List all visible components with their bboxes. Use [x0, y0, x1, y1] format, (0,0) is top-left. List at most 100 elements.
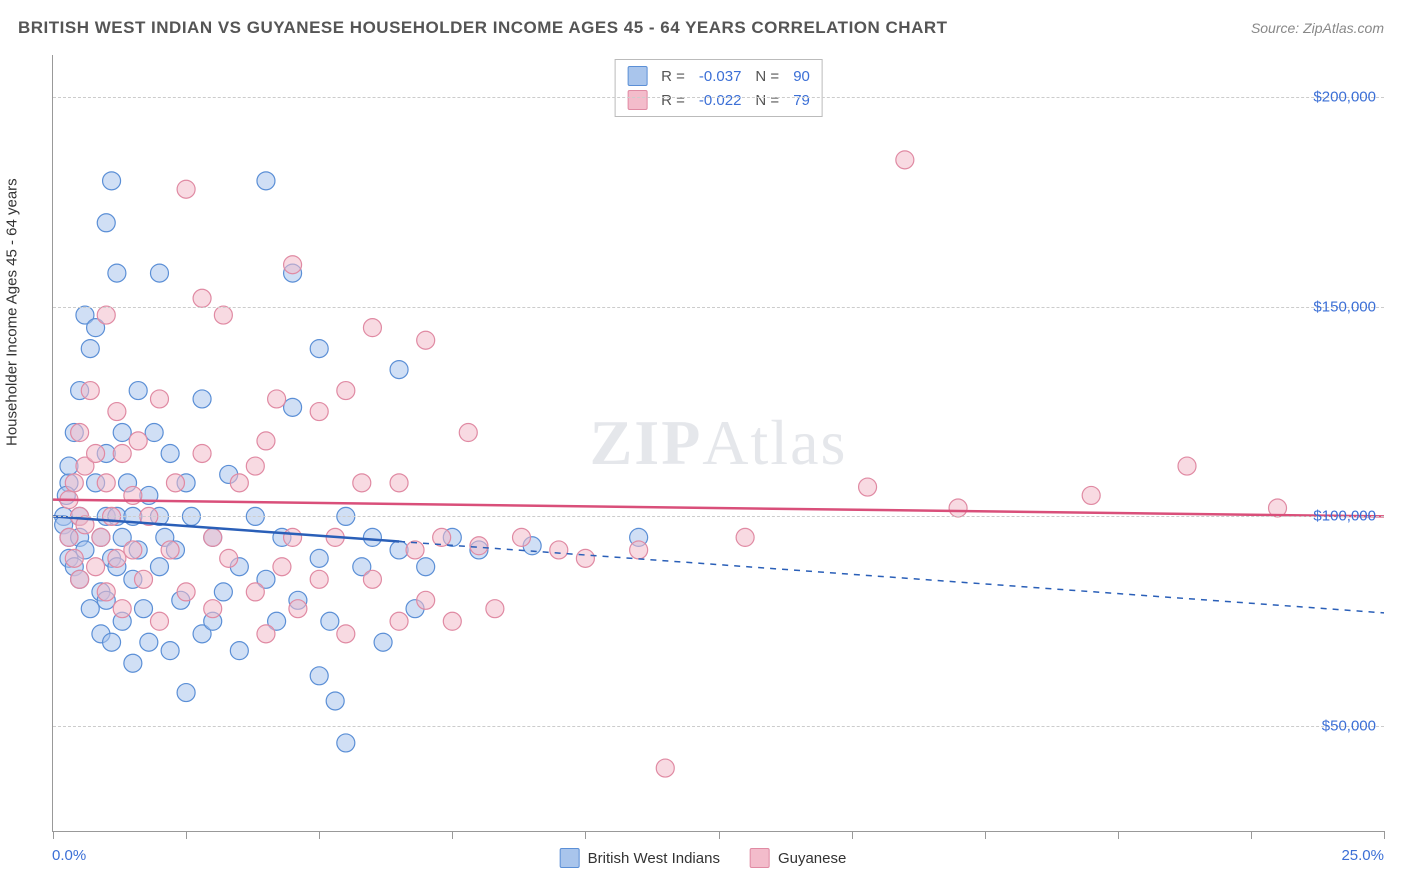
- data-point: [214, 306, 232, 324]
- data-point: [417, 558, 435, 576]
- x-tick: [1251, 831, 1252, 839]
- legend-swatch: [627, 90, 647, 110]
- legend-item: British West Indians: [560, 848, 720, 868]
- y-tick-label: $50,000: [1322, 718, 1376, 735]
- data-point: [97, 583, 115, 601]
- data-point: [257, 432, 275, 450]
- legend-item: Guyanese: [750, 848, 846, 868]
- data-point: [246, 583, 264, 601]
- x-tick: [1118, 831, 1119, 839]
- data-point: [443, 612, 461, 630]
- data-point: [166, 474, 184, 492]
- legend-label: British West Indians: [588, 850, 720, 867]
- data-point: [353, 474, 371, 492]
- data-point: [81, 382, 99, 400]
- data-point: [161, 541, 179, 559]
- data-point: [87, 444, 105, 462]
- data-point: [310, 667, 328, 685]
- data-point: [257, 172, 275, 190]
- data-point: [65, 549, 83, 567]
- data-point: [230, 642, 248, 660]
- correlation-row: R =-0.037N =90: [627, 64, 810, 88]
- data-point: [273, 558, 291, 576]
- data-point: [310, 340, 328, 358]
- data-point: [97, 474, 115, 492]
- data-point: [92, 528, 110, 546]
- data-point: [284, 256, 302, 274]
- y-tick-label: $100,000: [1313, 508, 1376, 525]
- data-point: [177, 684, 195, 702]
- legend-swatch: [560, 848, 580, 868]
- data-point: [177, 180, 195, 198]
- data-point: [406, 541, 424, 559]
- correlation-chart: BRITISH WEST INDIAN VS GUYANESE HOUSEHOL…: [0, 0, 1406, 892]
- legend-swatch: [627, 66, 647, 86]
- legend-swatch: [750, 848, 770, 868]
- data-point: [576, 549, 594, 567]
- chart-title: BRITISH WEST INDIAN VS GUYANESE HOUSEHOL…: [18, 18, 948, 38]
- gridline: [53, 307, 1384, 308]
- data-point: [390, 361, 408, 379]
- data-point: [150, 558, 168, 576]
- data-point: [129, 432, 147, 450]
- data-point: [113, 600, 131, 618]
- gridline: [53, 516, 1384, 517]
- data-point: [284, 528, 302, 546]
- correlation-legend: R =-0.037N =90R =-0.022N =79: [614, 59, 823, 117]
- data-point: [363, 528, 381, 546]
- data-point: [150, 390, 168, 408]
- data-point: [363, 319, 381, 337]
- plot-area: ZIPAtlas R =-0.037N =90R =-0.022N =79 $5…: [52, 55, 1384, 832]
- data-point: [129, 382, 147, 400]
- data-point: [135, 600, 153, 618]
- x-tick: [186, 831, 187, 839]
- data-point: [390, 474, 408, 492]
- data-point: [150, 264, 168, 282]
- legend-label: Guyanese: [778, 850, 846, 867]
- x-axis-min-label: 0.0%: [52, 847, 86, 864]
- data-point: [289, 600, 307, 618]
- data-point: [193, 390, 211, 408]
- data-point: [390, 541, 408, 559]
- data-point: [374, 633, 392, 651]
- data-point: [113, 424, 131, 442]
- source-attribution: Source: ZipAtlas.com: [1251, 20, 1384, 36]
- data-point: [124, 654, 142, 672]
- data-point: [214, 583, 232, 601]
- plot-svg: [53, 55, 1384, 831]
- data-point: [310, 549, 328, 567]
- data-point: [135, 570, 153, 588]
- data-point: [337, 734, 355, 752]
- data-point: [220, 549, 238, 567]
- y-axis-label: Householder Income Ages 45 - 64 years: [4, 178, 21, 446]
- y-tick-label: $150,000: [1313, 298, 1376, 315]
- data-point: [337, 625, 355, 643]
- x-tick: [985, 831, 986, 839]
- data-point: [71, 424, 89, 442]
- x-tick: [1384, 831, 1385, 839]
- data-point: [177, 583, 195, 601]
- data-point: [257, 625, 275, 643]
- data-point: [65, 474, 83, 492]
- data-point: [1082, 486, 1100, 504]
- data-point: [81, 600, 99, 618]
- x-tick: [319, 831, 320, 839]
- data-point: [337, 382, 355, 400]
- gridline: [53, 97, 1384, 98]
- data-point: [103, 172, 121, 190]
- data-point: [326, 692, 344, 710]
- trend-line-extrapolated: [399, 541, 1384, 612]
- data-point: [124, 541, 142, 559]
- data-point: [486, 600, 504, 618]
- data-point: [113, 444, 131, 462]
- data-point: [896, 151, 914, 169]
- data-point: [1178, 457, 1196, 475]
- data-point: [60, 528, 78, 546]
- data-point: [193, 289, 211, 307]
- data-point: [103, 633, 121, 651]
- data-point: [656, 759, 674, 777]
- data-point: [60, 457, 78, 475]
- x-tick: [585, 831, 586, 839]
- data-point: [310, 403, 328, 421]
- data-point: [310, 570, 328, 588]
